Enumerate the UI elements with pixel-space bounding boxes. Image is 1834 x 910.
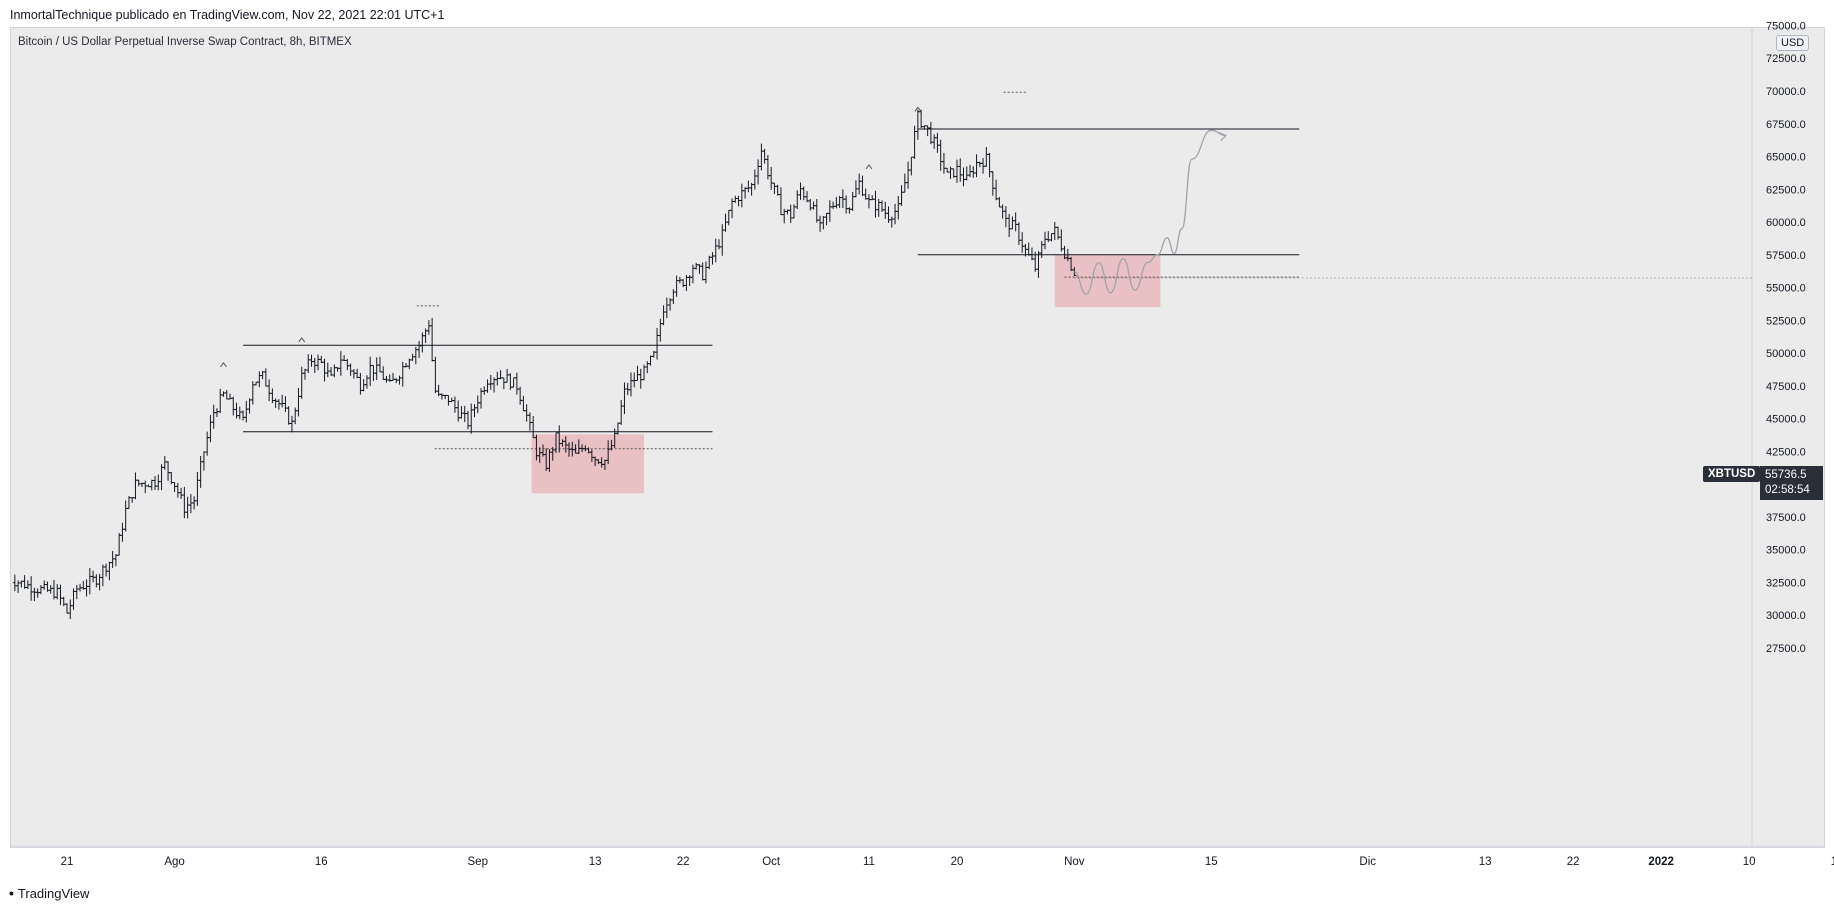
time-tick-label: 10 xyxy=(1743,856,1756,868)
currency-badge[interactable]: USD xyxy=(1776,35,1809,51)
time-tick-label: 22 xyxy=(1567,856,1580,868)
time-tick-label: Nov xyxy=(1064,856,1085,868)
price-tick-label: 72500.0 xyxy=(1766,53,1806,65)
time-tick-label: 13 xyxy=(1479,856,1492,868)
price-tick-label: 27500.0 xyxy=(1766,643,1806,655)
last-price-label: 55736.5 02:58:54 xyxy=(1760,466,1823,500)
price-tick-label: 75000.0 xyxy=(1766,20,1806,32)
price-tick-label: 50000.0 xyxy=(1766,348,1806,360)
price-tick-label: 65000.0 xyxy=(1766,152,1806,164)
last-price-value: 55736.5 xyxy=(1765,468,1823,483)
footer-brand[interactable]: ⱟ• TradingView xyxy=(10,885,89,901)
tradingview-logo-icon: ⱟ• xyxy=(10,885,13,901)
price-tick-label: 70000.0 xyxy=(1766,86,1806,98)
time-tick-label: 15 xyxy=(1205,856,1218,868)
time-tick-label: 22 xyxy=(677,856,690,868)
price-tick-label: 32500.0 xyxy=(1766,577,1806,589)
time-tick-label: 16 xyxy=(315,856,328,868)
price-tick-label: 42500.0 xyxy=(1766,446,1806,458)
time-tick-label: Ago xyxy=(164,856,184,868)
demand-zone[interactable] xyxy=(532,434,644,493)
brand-name: TradingView xyxy=(18,886,90,901)
price-tick-label: 62500.0 xyxy=(1766,184,1806,196)
price-tick-label: 35000.0 xyxy=(1766,545,1806,557)
time-tick-label: 21 xyxy=(61,856,74,868)
bar-countdown: 02:58:54 xyxy=(1765,483,1823,498)
price-tick-label: 67500.0 xyxy=(1766,119,1806,131)
time-tick-label: 11 xyxy=(863,856,875,868)
time-tick-label: 2022 xyxy=(1648,856,1674,868)
price-tick-label: 37500.0 xyxy=(1766,512,1806,524)
price-tick-label: 57500.0 xyxy=(1766,250,1806,262)
price-tick-label: 30000.0 xyxy=(1766,610,1806,622)
swing-high-caret xyxy=(866,165,872,169)
time-tick-label: 20 xyxy=(951,856,964,868)
time-tick-label: Oct xyxy=(762,856,781,868)
swing-high-caret xyxy=(220,363,226,367)
price-tick-label: 55000.0 xyxy=(1766,283,1806,295)
price-tick-label: 60000.0 xyxy=(1766,217,1806,229)
swing-high-caret xyxy=(299,338,305,342)
price-tick-label: 52500.0 xyxy=(1766,315,1806,327)
time-tick-label: Dic xyxy=(1359,856,1376,868)
price-tick-label: 45000.0 xyxy=(1766,414,1806,426)
chart-title: Bitcoin / US Dollar Perpetual Inverse Sw… xyxy=(18,36,352,48)
time-tick-label: Sep xyxy=(468,856,488,868)
time-tick-label: 13 xyxy=(589,856,602,868)
price-tick-label: 47500.0 xyxy=(1766,381,1806,393)
symbol-label: XBTUSD xyxy=(1703,466,1760,482)
